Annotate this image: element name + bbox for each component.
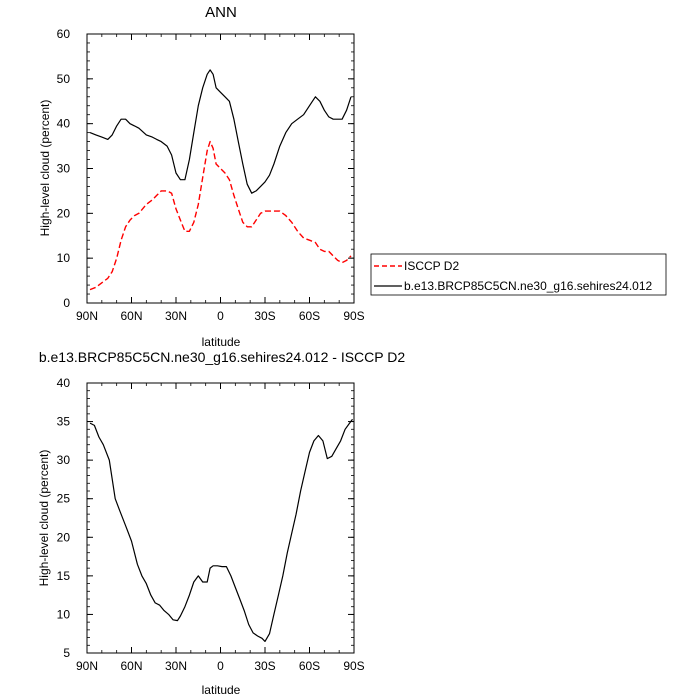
bottom-y-tick-label: 25 <box>57 492 71 506</box>
top-chart-ylabel: High-level cloud (percent) <box>38 100 52 237</box>
bottom-chart-title: b.e13.BRCP85C5CN.ne30_g16.sehires24.012 … <box>39 349 406 365</box>
bottom-plot-frame <box>86 382 355 654</box>
top-chart-ticks: 90N 60N 30N 0 30S 60S 90S 0 10 20 30 40 50 60 <box>57 27 365 323</box>
top-chart: ANN High-level cloud (percent) latitude … <box>38 4 365 349</box>
bottom-x-tick-label: 0 <box>217 659 224 673</box>
top-y-tick-label: 60 <box>57 27 71 41</box>
bottom-chart: b.e13.BRCP85C5CN.ne30_g16.sehires24.012 … <box>37 349 405 697</box>
bottom-chart-ticks: 90N 60N 30N 0 30S 60S 90S 5 10 15 20 25 30 35 40 <box>57 376 365 673</box>
bottom-chart-series <box>89 418 353 643</box>
top-y-tick-label: 20 <box>57 206 71 220</box>
top-plot-frame <box>86 33 355 304</box>
bottom-series-line-0 <box>89 418 353 643</box>
top-chart-title: ANN <box>205 4 237 21</box>
top-y-tick-label: 40 <box>57 117 71 131</box>
top-x-tick-label: 90S <box>343 309 364 323</box>
bottom-y-tick-label: 35 <box>57 415 71 429</box>
bottom-x-tick-label: 60S <box>299 659 320 673</box>
bottom-x-tick-label: 60N <box>120 659 142 673</box>
top-y-tick-label: 30 <box>57 162 71 176</box>
top-series-line-1 <box>89 69 352 194</box>
top-x-tick-label: 90N <box>76 309 98 323</box>
top-series-line-0 <box>89 140 352 291</box>
bottom-y-tick-label: 5 <box>63 646 70 660</box>
legend-label-isccp: ISCCP D2 <box>404 259 459 273</box>
bottom-chart-xlabel: latitude <box>202 683 241 697</box>
legend-label-model: b.e13.BRCP85C5CN.ne30_g16.sehires24.012 <box>404 279 652 293</box>
bottom-y-tick-label: 30 <box>57 453 71 467</box>
top-y-tick-label: 0 <box>63 296 70 310</box>
bottom-chart-ylabel: High-level cloud (percent) <box>37 450 51 587</box>
top-y-tick-label: 50 <box>57 72 71 86</box>
top-x-tick-label: 30N <box>165 309 187 323</box>
bottom-x-tick-label: 90S <box>343 659 364 673</box>
bottom-y-tick-label: 40 <box>57 376 71 390</box>
top-x-tick-label: 30S <box>254 309 275 323</box>
legend-box <box>370 253 667 296</box>
bottom-x-tick-label: 30S <box>254 659 275 673</box>
bottom-x-tick-label: 90N <box>76 659 98 673</box>
top-chart-xlabel: latitude <box>202 335 241 349</box>
bottom-y-tick-label: 10 <box>57 607 71 621</box>
top-x-tick-label: 0 <box>217 309 224 323</box>
legend: ISCCP D2 b.e13.BRCP85C5CN.ne30_g16.sehir… <box>370 253 667 296</box>
top-x-tick-label: 60S <box>299 309 320 323</box>
bottom-y-tick-label: 15 <box>57 569 71 583</box>
top-chart-series <box>89 69 352 291</box>
bottom-y-tick-label: 20 <box>57 530 71 544</box>
top-x-tick-label: 60N <box>120 309 142 323</box>
top-y-tick-label: 10 <box>57 251 71 265</box>
bottom-x-tick-label: 30N <box>165 659 187 673</box>
